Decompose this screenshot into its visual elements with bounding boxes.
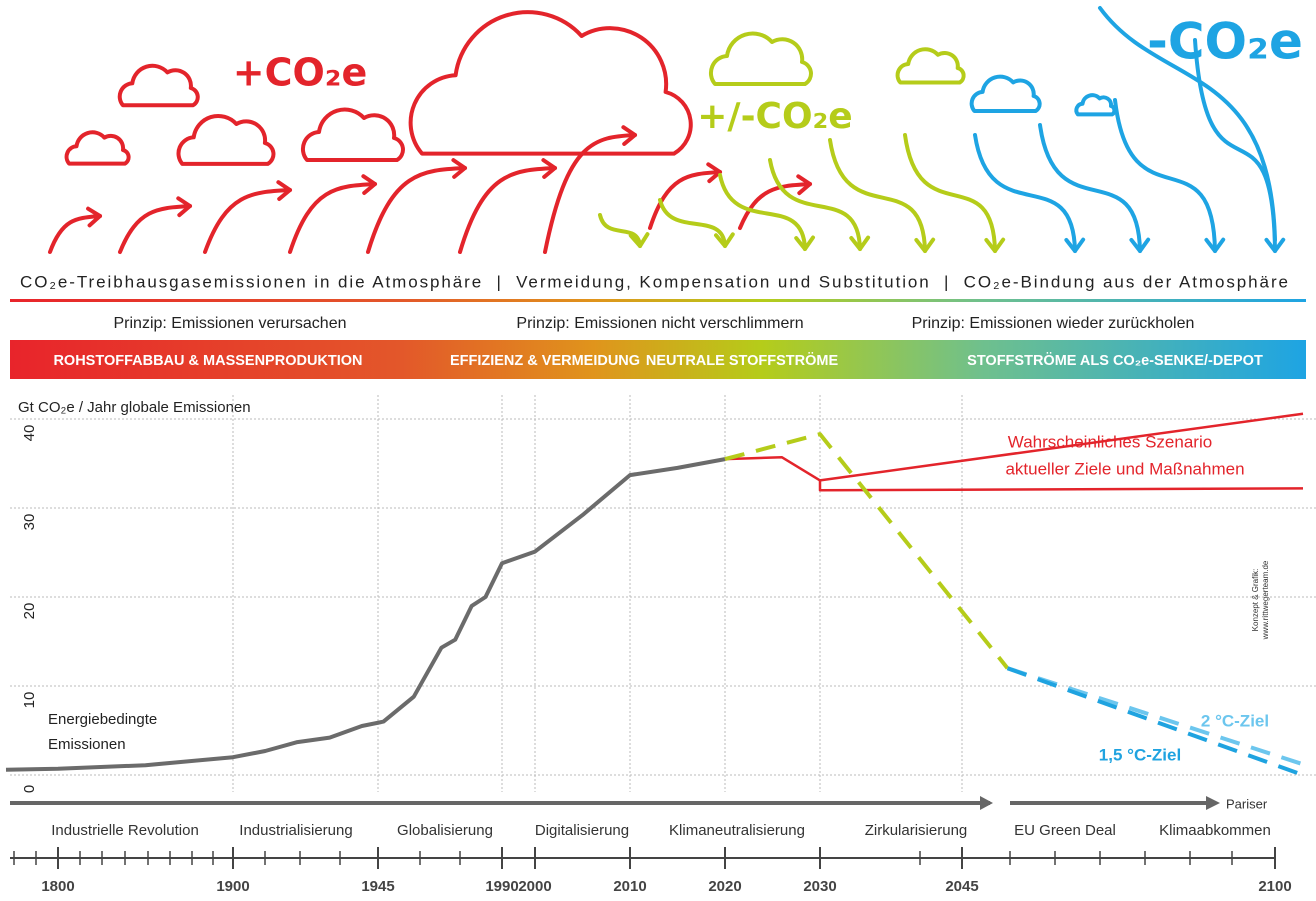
y-tick-label: 40 [21,425,38,442]
emissions-label: -CO₂e [1147,13,1303,71]
x-tick-label: 2030 [803,878,836,895]
x-tick-label: 2020 [708,878,741,895]
phase: EFFIZIENZ & VERMEIDUNG [450,353,640,369]
cloud [303,109,403,160]
cloud [1076,95,1114,114]
era-label: Zirkularisierung [865,822,968,839]
arrow [368,168,465,252]
decoration [50,8,1283,252]
series-label: 1,5 °C-Ziel [1099,745,1181,764]
era-label: Globalisierung [397,822,493,839]
series-label: aktueller Ziele und Maßnahmen [1005,459,1244,478]
arrow [770,160,860,249]
principle: Prinzip: Emissionen wieder zurückholen [912,315,1195,332]
cloud [178,116,273,164]
era-arrowhead [1206,796,1220,810]
cloud [120,66,198,105]
x-tick-label: 2010 [613,878,646,895]
chart-title: Gt CO₂e / Jahr globale Emissionen [18,399,251,416]
arrow [660,200,725,246]
x-tick-label: 2045 [945,878,978,895]
series-label: Emissionen [48,736,126,753]
era-label: Pariser [1226,796,1268,811]
arrow [205,190,290,252]
cloud [898,49,964,82]
era-label: Industrialisierung [239,822,352,839]
series-label: Energiebedingte [48,711,157,728]
arrow [1195,40,1275,251]
credit-line: Konzept & Grafik: [1251,569,1260,632]
credit: Konzept & Grafik: www.rittwegerteam.de [1251,560,1270,640]
phase: ROHSTOFFABBAU & MASSENPRODUKTION [53,353,362,369]
era-label: Klimaabkommen [1159,822,1271,839]
arrow [1115,100,1215,251]
principle: Prinzip: Emissionen nicht verschlimmern [516,315,803,332]
emissions-label: +CO₂e [233,51,367,95]
era-label: EU Green Deal [1014,822,1116,839]
x-tick-label: 1945 [361,878,394,895]
arrow [460,168,555,252]
caption: CO₂e-Treibhausgasemissionen in die Atmos… [20,272,1288,291]
phase: NEUTRALE STOFFSTRÖME [646,352,839,369]
series-label: 2 °C-Ziel [1201,711,1269,730]
credit-line: www.rittwegerteam.de [1261,560,1270,640]
series-line [820,480,1303,490]
phase: STOFFSTRÖME ALS CO₂e-SENKE/-DEPOT [967,352,1263,369]
gradient-rule [10,299,1306,302]
y-tick-label: 10 [21,692,38,709]
series-line [725,434,1008,668]
arrow [975,135,1075,251]
cloud [972,77,1040,111]
x-tick-label: 1990 [485,878,518,895]
cloud [711,33,811,84]
principle: Prinzip: Emissionen verursachen [114,315,347,332]
y-tick-label: 20 [21,603,38,620]
era-label: Industrielle Revolution [51,822,199,839]
cloud [67,132,129,163]
infographic: +CO₂e +/-CO₂e -CO₂e CO₂e-Treibhausgasemi… [0,0,1316,901]
emissions-label: +/-CO₂e [697,96,852,137]
y-tick-label: 30 [21,514,38,531]
arrow [905,135,995,251]
era-label: Digitalisierung [535,822,629,839]
era-arrowhead [980,796,993,810]
x-tick-label: 2100 [1258,878,1291,895]
x-tick-label: 2000 [518,878,551,895]
y-tick-label: 0 [21,785,38,793]
x-tick-label: 1900 [216,878,249,895]
arrow [290,184,375,252]
x-tick-label: 1800 [41,878,74,895]
cloud [411,12,691,153]
era-label: Klimaneutralisierung [669,822,805,839]
series-label: Wahrscheinliches Szenario [1008,432,1212,451]
